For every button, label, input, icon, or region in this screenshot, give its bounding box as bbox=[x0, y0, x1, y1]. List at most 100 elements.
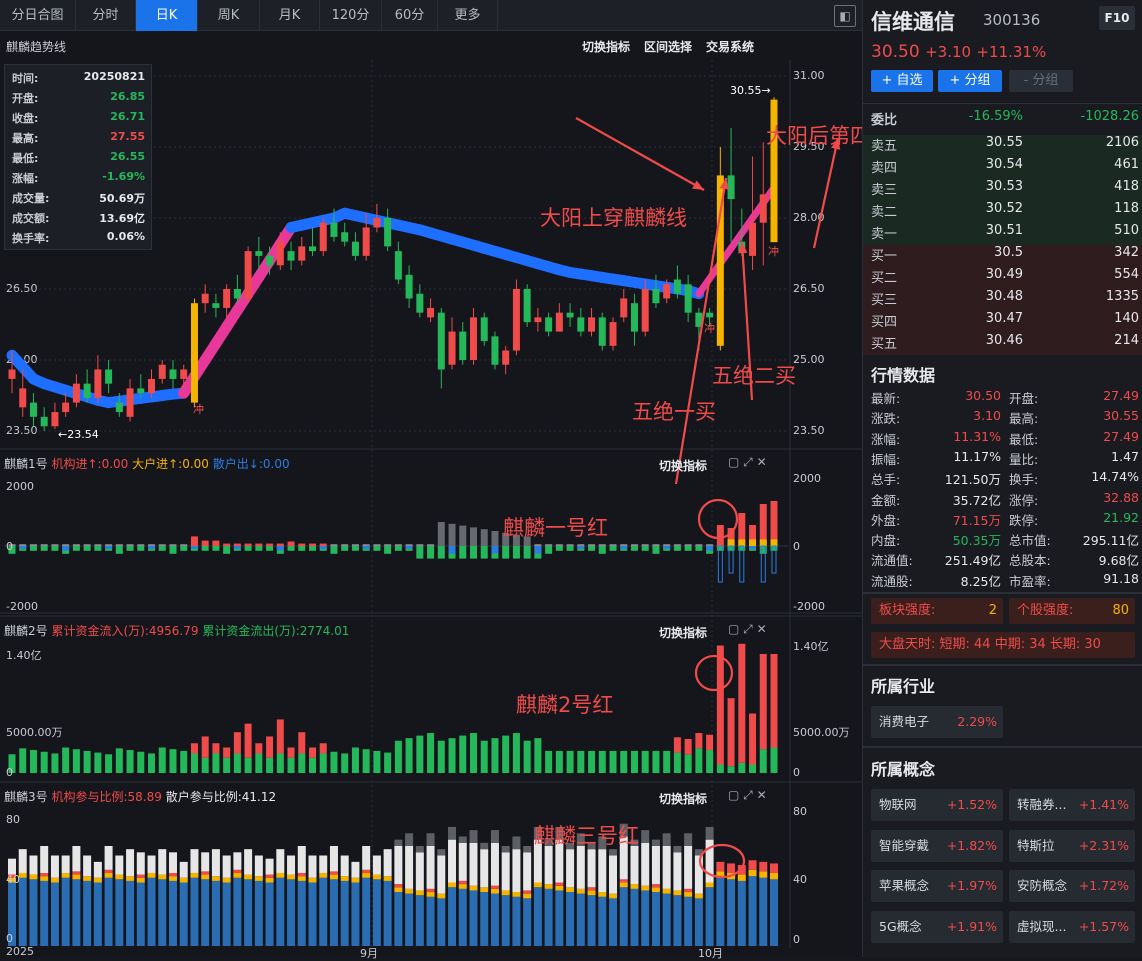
range-select-button[interactable]: 区间选择 bbox=[644, 40, 693, 54]
p3-bar bbox=[533, 887, 542, 946]
tooltip-key: 最低: bbox=[12, 152, 39, 165]
p3-bar bbox=[437, 893, 446, 899]
p3-bar bbox=[93, 882, 102, 946]
collapse-panel-icon[interactable]: ◧ bbox=[834, 5, 856, 27]
price-change: +3.10 bbox=[925, 43, 972, 61]
p3-tick: 0 bbox=[793, 933, 800, 946]
p3-bar bbox=[587, 890, 596, 896]
concept-chip[interactable]: 特斯拉 +2.31% bbox=[1009, 829, 1135, 862]
quote-value: 30.50 bbox=[965, 388, 1001, 403]
buy-level[interactable]: 买一 30.5 342 bbox=[863, 245, 1142, 267]
concept-pct: +1.57% bbox=[1078, 918, 1129, 934]
p3-bar bbox=[641, 890, 650, 946]
candle-body bbox=[448, 331, 456, 365]
p3-bar bbox=[737, 874, 746, 881]
panel2-switch-button[interactable]: 切换指标 bbox=[659, 626, 708, 640]
tab-7[interactable]: 更多 bbox=[438, 0, 498, 31]
tab-6[interactable]: 60分 bbox=[382, 0, 438, 31]
buy-level[interactable]: 买二 30.49 554 bbox=[863, 267, 1142, 289]
p3-bar bbox=[83, 880, 92, 946]
trading-system-button[interactable]: 交易系统 bbox=[706, 40, 755, 54]
panel3-switch-button[interactable]: 切换指标 bbox=[659, 792, 708, 806]
p1-bar bbox=[759, 539, 767, 546]
concept-chip[interactable]: 苹果概念 +1.97% bbox=[871, 870, 1003, 902]
sell-level[interactable]: 卖三 30.53 418 bbox=[863, 179, 1142, 201]
tab-0[interactable]: 分日合图 bbox=[0, 0, 76, 31]
tab-4[interactable]: 月K bbox=[260, 0, 320, 31]
quote-key: 外盘: bbox=[871, 512, 901, 528]
industry-chip[interactable]: 消费电子 2.29% bbox=[871, 706, 1003, 738]
p2-bar bbox=[437, 740, 445, 773]
p3-bar bbox=[244, 874, 253, 880]
tab-3[interactable]: 周K bbox=[198, 0, 260, 31]
sell-level[interactable]: 卖二 30.52 118 bbox=[863, 201, 1142, 223]
p2-bar bbox=[566, 750, 574, 773]
quote-value: 32.88 bbox=[1103, 489, 1139, 505]
p3-bar bbox=[50, 882, 59, 946]
quote-key: 最新: bbox=[871, 391, 901, 406]
p3-bar bbox=[319, 855, 328, 873]
order-ratio-label: 委比 bbox=[871, 113, 898, 128]
concept-chip[interactable]: 智能穿戴 +1.82% bbox=[871, 829, 1003, 862]
p1-bar bbox=[673, 544, 681, 546]
tab-2[interactable]: 日K bbox=[136, 0, 198, 31]
y-tick: 28.00 bbox=[793, 211, 825, 224]
p3-bar bbox=[319, 872, 328, 878]
p1-bar bbox=[620, 544, 628, 546]
p1-bar bbox=[405, 544, 413, 546]
annotation-arrow bbox=[740, 241, 754, 401]
buy-level[interactable]: 买三 30.48 1335 bbox=[863, 289, 1142, 311]
kline-chart[interactable] bbox=[0, 0, 862, 957]
highlight-circle bbox=[698, 843, 746, 879]
p3-bar bbox=[394, 845, 403, 885]
p3-bar bbox=[158, 879, 167, 946]
p3-bar bbox=[29, 879, 38, 946]
sell-level[interactable]: 卖一 30.51 510 bbox=[863, 223, 1142, 245]
quote-row: 总手: 121.50万 换手: 14.74% bbox=[863, 469, 1142, 489]
tab-5[interactable]: 120分 bbox=[320, 0, 382, 31]
concept-chip[interactable]: 转融券... +1.41% bbox=[1009, 789, 1135, 821]
p1-bar bbox=[287, 541, 295, 546]
concept-chip[interactable]: 安防概念 +1.72% bbox=[1009, 870, 1135, 902]
switch-indicator-button[interactable]: 切换指标 bbox=[582, 40, 631, 54]
candle-body bbox=[298, 246, 306, 261]
p2-bar bbox=[83, 750, 91, 773]
buy-level[interactable]: 买五 30.46 214 bbox=[863, 333, 1142, 355]
sell-level[interactable]: 卖五 30.55 2106 bbox=[863, 135, 1142, 157]
quote-key: 换手: bbox=[1009, 472, 1039, 488]
p1-bar bbox=[29, 546, 37, 551]
panel1-retail: 散户出↓:0.00 bbox=[212, 457, 290, 471]
panel2-window-icons[interactable]: ▢ ⤢ ✕ bbox=[728, 622, 767, 636]
p2-bar bbox=[201, 757, 209, 773]
add-group-button[interactable]: + 分组 bbox=[938, 70, 1002, 92]
candle-body bbox=[416, 293, 424, 313]
p3-bar bbox=[555, 839, 564, 883]
p2-bar bbox=[148, 753, 156, 773]
p3-bar bbox=[748, 869, 757, 877]
quote-value: 35.72亿 bbox=[952, 492, 1001, 508]
sell-level[interactable]: 卖四 30.54 461 bbox=[863, 157, 1142, 179]
concept-chip[interactable]: 物联网 +1.52% bbox=[871, 789, 1003, 821]
remove-group-button[interactable]: - 分组 bbox=[1009, 70, 1073, 92]
period-tabs: 分日合图 分时 日K 周K 月K 120分 60分 更多 bbox=[0, 0, 862, 31]
chong-marker: 冲 bbox=[193, 403, 204, 416]
p1-bar bbox=[437, 546, 445, 559]
panel1-switch-button[interactable]: 切换指标 bbox=[659, 459, 708, 473]
panel3-window-icons[interactable]: ▢ ⤢ ✕ bbox=[728, 788, 767, 802]
concept-chip[interactable]: 虚拟现... +1.57% bbox=[1009, 910, 1135, 943]
panel1-window-icons[interactable]: ▢ ⤢ ✕ bbox=[728, 455, 767, 469]
p2-bar bbox=[727, 766, 735, 773]
concept-chip[interactable]: 5G概念 +1.91% bbox=[871, 910, 1003, 943]
p3-bar bbox=[770, 863, 778, 873]
p3-bar bbox=[265, 874, 274, 878]
tab-1[interactable]: 分时 bbox=[76, 0, 136, 31]
buy-level[interactable]: 买四 30.47 140 bbox=[863, 311, 1142, 333]
p2-bar bbox=[684, 739, 692, 755]
p3-bar bbox=[448, 826, 457, 840]
tooltip-key: 开盘: bbox=[12, 92, 39, 105]
p2-bar bbox=[716, 764, 724, 773]
add-watchlist-button[interactable]: + 自选 bbox=[871, 70, 933, 92]
f10-button[interactable]: F10 bbox=[1099, 6, 1135, 30]
p3-bar bbox=[759, 877, 768, 946]
candle-body bbox=[287, 251, 295, 261]
